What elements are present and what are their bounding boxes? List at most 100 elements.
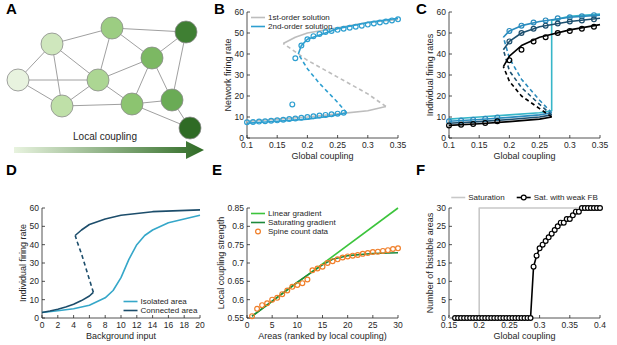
legend-label: Connected area bbox=[141, 306, 198, 315]
legend-entry: Sat. with weak FB bbox=[517, 193, 598, 202]
x-axis-label: Global coupling bbox=[493, 331, 555, 341]
legend-entry: Connected area bbox=[124, 306, 198, 315]
marker bbox=[299, 115, 304, 120]
x-tick-label: 16 bbox=[164, 320, 174, 330]
y-tick-label: 40 bbox=[30, 240, 40, 250]
x-tick bbox=[398, 315, 399, 318]
x-tick bbox=[42, 315, 43, 318]
node bbox=[87, 69, 109, 91]
line bbox=[75, 236, 93, 293]
y-tick-label: 30 bbox=[30, 258, 40, 268]
x-tick-label: 2 bbox=[55, 320, 60, 330]
x-tick bbox=[539, 135, 540, 138]
line bbox=[42, 215, 200, 312]
y-tick bbox=[449, 263, 452, 264]
marker bbox=[270, 297, 275, 302]
y-tick-label: 0.85 bbox=[227, 203, 244, 213]
y-axis-label: Network firing rate bbox=[223, 38, 233, 111]
y-tick bbox=[449, 54, 452, 55]
marker bbox=[507, 58, 512, 63]
x-tick bbox=[322, 315, 323, 318]
legend: 1st-order solution2nd-order solution bbox=[251, 13, 332, 31]
y-tick-label: 30 bbox=[437, 203, 447, 213]
marker bbox=[359, 23, 364, 28]
x-tick bbox=[539, 315, 540, 318]
y-tick-label: 0 bbox=[239, 133, 244, 143]
x-axis-label: Global coupling bbox=[493, 151, 555, 161]
marker bbox=[598, 206, 603, 211]
y-tick-label: 0.7 bbox=[232, 258, 244, 268]
x-tick-label: 18 bbox=[179, 320, 189, 330]
line bbox=[298, 54, 346, 113]
y-tick bbox=[42, 263, 45, 264]
y-tick bbox=[449, 75, 452, 76]
y-tick-label: 0 bbox=[441, 313, 446, 323]
y-tick bbox=[247, 281, 250, 282]
legend-marker bbox=[256, 229, 261, 234]
marker bbox=[287, 117, 292, 122]
y-tick bbox=[42, 226, 45, 227]
marker bbox=[317, 32, 322, 37]
marker bbox=[507, 39, 512, 44]
marker bbox=[534, 253, 539, 258]
node bbox=[51, 95, 73, 117]
y-tick-label: 0 bbox=[34, 313, 39, 323]
y-tick-label: 25 bbox=[437, 221, 447, 231]
marker bbox=[381, 249, 386, 254]
x-tick-label: 30 bbox=[393, 320, 403, 330]
line bbox=[247, 107, 386, 122]
x-tick-label: 8 bbox=[103, 320, 108, 330]
y-tick bbox=[449, 117, 452, 118]
marker bbox=[317, 113, 322, 118]
marker bbox=[310, 268, 315, 273]
x-axis-label: Background input bbox=[86, 331, 157, 341]
x-tick bbox=[372, 315, 373, 318]
y-tick bbox=[247, 96, 250, 97]
plot-area bbox=[250, 208, 401, 319]
marker bbox=[290, 284, 295, 289]
legend-marker bbox=[521, 195, 526, 200]
x-tick bbox=[600, 315, 601, 318]
marker bbox=[341, 110, 346, 115]
marker bbox=[507, 29, 512, 34]
legend-label: Saturation bbox=[468, 193, 504, 202]
legend: Linear gradientSaturating gradientSpine … bbox=[251, 209, 336, 236]
marker bbox=[275, 118, 280, 123]
marker bbox=[350, 253, 355, 258]
y-tick bbox=[449, 12, 452, 13]
x-tick-label: 0.4 bbox=[594, 320, 606, 330]
line bbox=[503, 50, 551, 115]
legend-label: Spine count data bbox=[268, 227, 329, 236]
marker bbox=[471, 122, 476, 127]
x-tick-label: 0.15 bbox=[269, 140, 286, 150]
y-tick bbox=[42, 208, 45, 209]
y-tick-label: 0 bbox=[441, 133, 446, 143]
y-tick-label: 0.55 bbox=[227, 313, 244, 323]
y-tick-label: 5 bbox=[441, 295, 446, 305]
marker bbox=[335, 111, 340, 116]
x-axis-line bbox=[449, 138, 600, 139]
plot-area bbox=[42, 210, 200, 313]
marker bbox=[257, 119, 262, 124]
y-tick-label: 0.6 bbox=[232, 295, 244, 305]
y-tick bbox=[247, 117, 250, 118]
legend: Isolated areaConnected area bbox=[124, 297, 198, 315]
x-tick bbox=[307, 135, 308, 138]
marker bbox=[353, 24, 358, 29]
legend-label: Saturating gradient bbox=[268, 218, 336, 227]
x-tick bbox=[272, 315, 273, 318]
x-tick bbox=[277, 135, 278, 138]
y-tick bbox=[42, 244, 45, 245]
legend-line bbox=[451, 197, 465, 199]
y-tick bbox=[247, 263, 250, 264]
node bbox=[175, 21, 197, 43]
x-tick bbox=[337, 135, 338, 138]
x-tick-label: 12 bbox=[132, 320, 142, 330]
y-tick bbox=[449, 138, 452, 139]
x-tick bbox=[569, 315, 570, 318]
panel-label: A bbox=[6, 0, 17, 17]
marker bbox=[483, 120, 488, 125]
marker bbox=[281, 117, 286, 122]
marker bbox=[323, 113, 328, 118]
x-tick-label: 0.2 bbox=[301, 140, 313, 150]
